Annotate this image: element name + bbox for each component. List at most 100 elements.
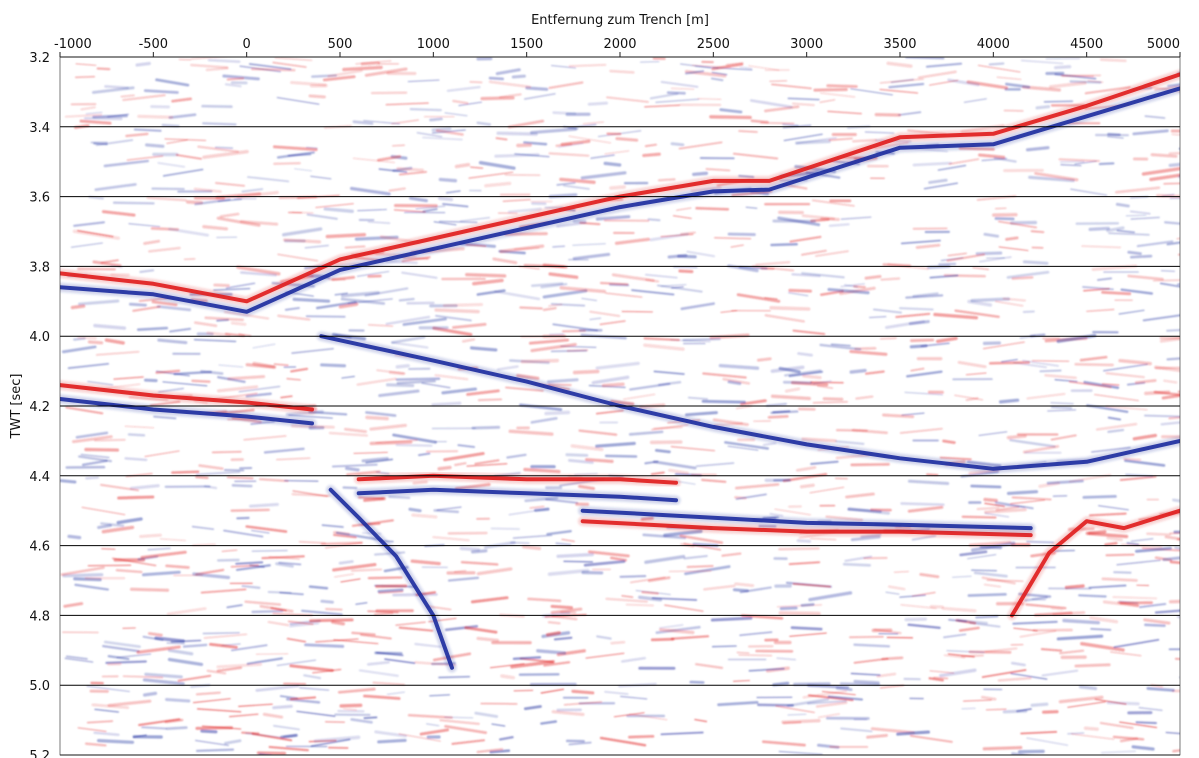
noise-streak xyxy=(409,196,428,203)
noise-streak xyxy=(994,216,1015,221)
noise-streak xyxy=(465,272,507,278)
noise-streak xyxy=(75,431,109,439)
noise-streak xyxy=(238,333,252,337)
noise-streak xyxy=(384,658,416,664)
noise-streak xyxy=(610,556,627,562)
y-tick-label: 4.8 xyxy=(29,609,50,624)
noise-streak xyxy=(888,82,925,89)
noise-streak xyxy=(304,643,345,648)
noise-streak xyxy=(1011,661,1026,667)
noise-streak xyxy=(1039,369,1062,373)
noise-streak xyxy=(132,305,161,312)
noise-streak xyxy=(1136,240,1174,248)
noise-streak xyxy=(1022,260,1049,265)
noise-streak xyxy=(117,495,155,500)
noise-streak xyxy=(162,381,208,387)
noise-streak xyxy=(230,644,268,652)
noise-streak xyxy=(279,591,304,596)
noise-streak xyxy=(192,572,231,580)
noise-streak xyxy=(145,143,165,148)
noise-streak xyxy=(865,370,885,375)
noise-streak xyxy=(365,411,397,417)
noise-streak xyxy=(367,221,391,224)
noise-streak xyxy=(807,700,847,705)
noise-streak xyxy=(340,578,361,583)
noise-streak xyxy=(107,113,130,118)
noise-streak xyxy=(970,297,1011,303)
noise-streak xyxy=(1131,745,1155,751)
noise-streak xyxy=(810,460,839,465)
noise-streak xyxy=(595,441,636,448)
noise-streak xyxy=(855,395,874,400)
noise-streak xyxy=(158,387,185,393)
noise-streak xyxy=(116,517,143,525)
noise-streak xyxy=(793,682,831,687)
noise-streak xyxy=(480,96,515,101)
noise-streak xyxy=(767,415,789,419)
noise-streak xyxy=(604,690,629,695)
noise-streak xyxy=(895,312,931,319)
noise-streak xyxy=(676,207,692,211)
noise-streak xyxy=(1112,596,1158,600)
noise-streak xyxy=(1176,283,1180,286)
noise-streak xyxy=(171,470,200,474)
noise-streak xyxy=(939,668,977,678)
noise-streak xyxy=(151,300,178,307)
noise-streak xyxy=(609,69,635,74)
noise-streak xyxy=(558,142,584,148)
noise-streak xyxy=(545,631,561,637)
noise-streak xyxy=(488,76,505,81)
noise-streak xyxy=(418,452,431,457)
noise-streak xyxy=(282,227,323,237)
noise-streak xyxy=(337,687,376,694)
noise-streak xyxy=(817,385,834,389)
noise-streak xyxy=(373,612,394,616)
noise-streak xyxy=(853,657,889,664)
noise-streak xyxy=(1105,553,1135,557)
noise-streak xyxy=(1119,721,1158,729)
noise-streak xyxy=(552,245,566,248)
reflector-negative-4 xyxy=(60,397,314,426)
noise-streak xyxy=(376,369,406,375)
noise-streak xyxy=(429,694,451,697)
noise-streak xyxy=(484,181,512,188)
noise-streak xyxy=(609,185,626,190)
noise-streak xyxy=(431,129,466,134)
noise-streak xyxy=(782,123,799,127)
noise-streak xyxy=(1024,596,1048,602)
noise-streak xyxy=(788,561,821,566)
noise-streak xyxy=(1035,105,1051,110)
noise-streak xyxy=(313,735,361,743)
noise-streak xyxy=(900,502,945,506)
noise-streak xyxy=(175,153,203,160)
noise-streak xyxy=(783,133,823,142)
y-axis-ticks: 3.2 3.4 3.6 3.8 4.0 4.2 4.4 4.6 4.8 5.0 5.2 xyxy=(29,51,50,758)
noise-streak xyxy=(1144,115,1166,119)
noise-streak xyxy=(1146,532,1172,536)
noise-streak xyxy=(87,340,104,345)
noise-streak xyxy=(788,291,809,297)
noise-streak xyxy=(605,597,648,603)
x-tick-label: 2500 xyxy=(697,37,730,52)
noise-streak xyxy=(989,361,1031,365)
noise-streak xyxy=(315,203,354,209)
noise-streak xyxy=(790,626,823,631)
noise-streak xyxy=(983,583,1001,588)
noise-streak xyxy=(200,588,247,594)
noise-streak xyxy=(214,146,234,150)
noise-streak xyxy=(196,708,242,713)
noise-streak xyxy=(1068,380,1112,389)
noise-streak xyxy=(631,289,675,296)
noise-streak xyxy=(320,599,334,604)
noise-streak xyxy=(842,562,871,567)
noise-streak xyxy=(67,362,110,370)
noise-streak xyxy=(301,609,343,616)
noise-streak xyxy=(331,463,378,468)
reflector-positive-8 xyxy=(580,519,1033,538)
noise-streak xyxy=(476,121,492,126)
noise-streak xyxy=(64,113,103,118)
noise-streak xyxy=(1005,236,1019,241)
noise-streak xyxy=(283,238,322,244)
noise-streak xyxy=(1168,162,1180,168)
noise-streak xyxy=(910,338,935,343)
